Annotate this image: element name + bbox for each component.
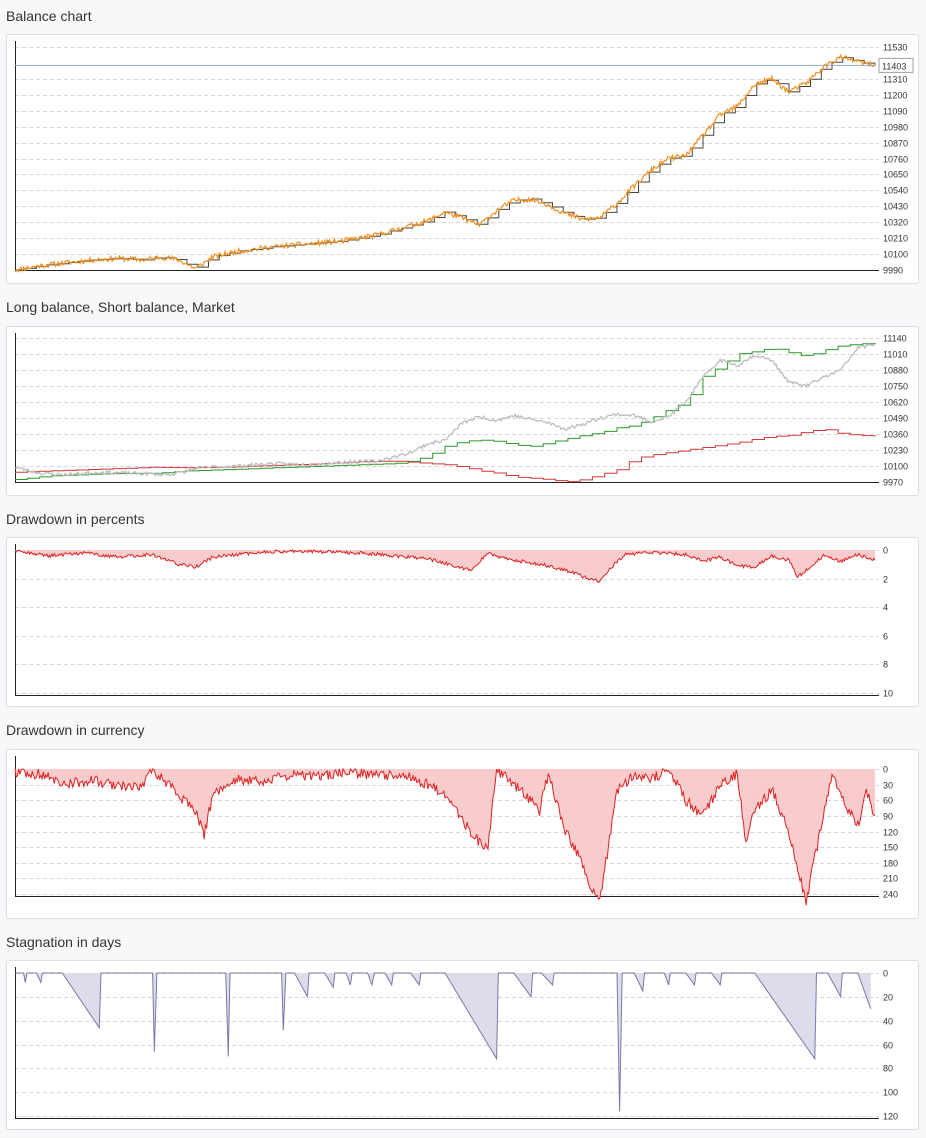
drawdown-line[interactable] [14,767,875,906]
y-tick-label: 80 [883,1064,893,1074]
stag-chart-title: Stagnation in days [6,934,122,950]
ddp-chart-title: Drawdown in percents [6,511,145,527]
long-short-market-chart[interactable]: 11140 11010 10880 10750 10620 10490 10360 10230… [7,327,918,495]
y-axis-ticks: 11530 11310 11200 11090 10980 10870 10760 10650… [883,43,908,276]
last-value-label: 11403 [882,61,906,71]
stagnation-chart[interactable]: 0 20 40 60 80 100 120 [7,961,918,1129]
y-axis-ticks: 0 30 60 90 120 150 180 210 240 [883,765,898,900]
y-tick-label: 180 [883,859,898,869]
y-tick-label: 10880 [883,366,908,376]
y-tick-label: 10360 [883,430,908,440]
y-tick-label: 8 [883,660,888,670]
y-tick-label: 10980 [883,123,908,133]
y-tick-label: 6 [883,632,888,642]
y-tick-label: 240 [883,890,898,900]
y-tick-label: 60 [883,1041,893,1051]
y-tick-label: 10230 [883,446,908,456]
lsm-chart-title: Long balance, Short balance, Market [6,299,235,315]
y-tick-label: 10 [883,689,893,699]
drawdown-currency-chart[interactable]: 0 30 60 90 120 150 180 210 240 [7,750,918,918]
y-tick-label: 100 [883,1088,898,1098]
y-tick-label: 9990 [883,266,903,276]
y-tick-label: 11010 [883,350,907,360]
y-tick-label: 10540 [883,186,908,196]
ddc-chart-title: Drawdown in currency [6,722,145,738]
y-tick-label: 10430 [883,202,908,212]
equity-line[interactable] [14,53,876,273]
ddp-chart-panel: 0 2 4 6 8 10 [6,537,919,707]
gridlines [15,338,879,483]
y-tick-label: 20 [883,993,893,1003]
last-value-box [878,57,914,73]
ddc-chart-panel: 0 30 60 90 120 150 180 210 240 [6,749,919,919]
y-tick-label: 10620 [883,398,908,408]
y-tick-label: 10760 [883,155,908,165]
y-tick-label: 11140 [883,334,907,344]
y-tick-label: 90 [883,812,893,822]
y-tick-label: 4 [883,603,888,613]
y-tick-label: 210 [883,874,898,884]
balance-chart-title: Balance chart [6,8,92,24]
y-tick-label: 10490 [883,414,908,424]
y-tick-label: 10750 [883,382,908,392]
y-tick-label: 2 [883,575,888,585]
y-tick-label: 11530 [883,43,907,53]
y-tick-label: 10100 [883,462,908,472]
market-line[interactable] [14,343,876,477]
gridlines [15,47,879,271]
y-tick-label: 0 [883,969,888,979]
y-tick-label: 40 [883,1017,893,1027]
y-tick-label: 120 [883,1112,898,1122]
lsm-chart-panel: 11140 11010 10880 10750 10620 10490 10360 10230… [6,326,919,496]
last-value-badge: 11403 [878,57,914,73]
y-tick-label: 10210 [883,234,908,244]
gridlines [15,973,879,1117]
y-tick-label: 150 [883,843,898,853]
y-tick-label: 11310 [883,75,907,85]
y-tick-label: 10870 [883,139,908,149]
y-tick-label: 60 [883,796,893,806]
gridlines [15,550,879,694]
y-axis-ticks: 11140 11010 10880 10750 10620 10490 10360 10230… [883,334,908,488]
long-balance-line[interactable] [15,342,876,480]
drawdown-percent-chart[interactable]: 0 2 4 6 8 10 [7,538,918,706]
y-axis-ticks: 0 2 4 6 8 10 [883,546,893,699]
y-tick-label: 120 [883,828,898,838]
y-tick-label: 11200 [883,91,907,101]
stagnation-line[interactable] [15,972,872,1112]
y-tick-label: 0 [883,765,888,775]
y-tick-label: 30 [883,781,893,791]
stag-chart-panel: 0 20 40 60 80 100 120 [6,960,919,1130]
balance-chart[interactable]: 11530 11310 11200 11090 10980 10870 10760 10650… [7,35,918,283]
drawdown-area [15,769,875,906]
stagnation-area [15,973,871,1112]
y-tick-label: 9970 [883,478,903,488]
short-balance-line[interactable] [15,429,876,483]
y-tick-label: 10100 [883,250,908,260]
y-tick-label: 10650 [883,170,908,180]
y-tick-label: 11090 [883,107,907,117]
y-axis-ticks: 0 20 40 60 80 100 120 [883,969,898,1122]
y-tick-label: 10320 [883,218,908,228]
y-tick-label: 0 [883,546,888,556]
balance-chart-panel: 11530 11310 11200 11090 10980 10870 10760 10650… [6,34,919,284]
drawdown-line[interactable] [14,549,876,584]
